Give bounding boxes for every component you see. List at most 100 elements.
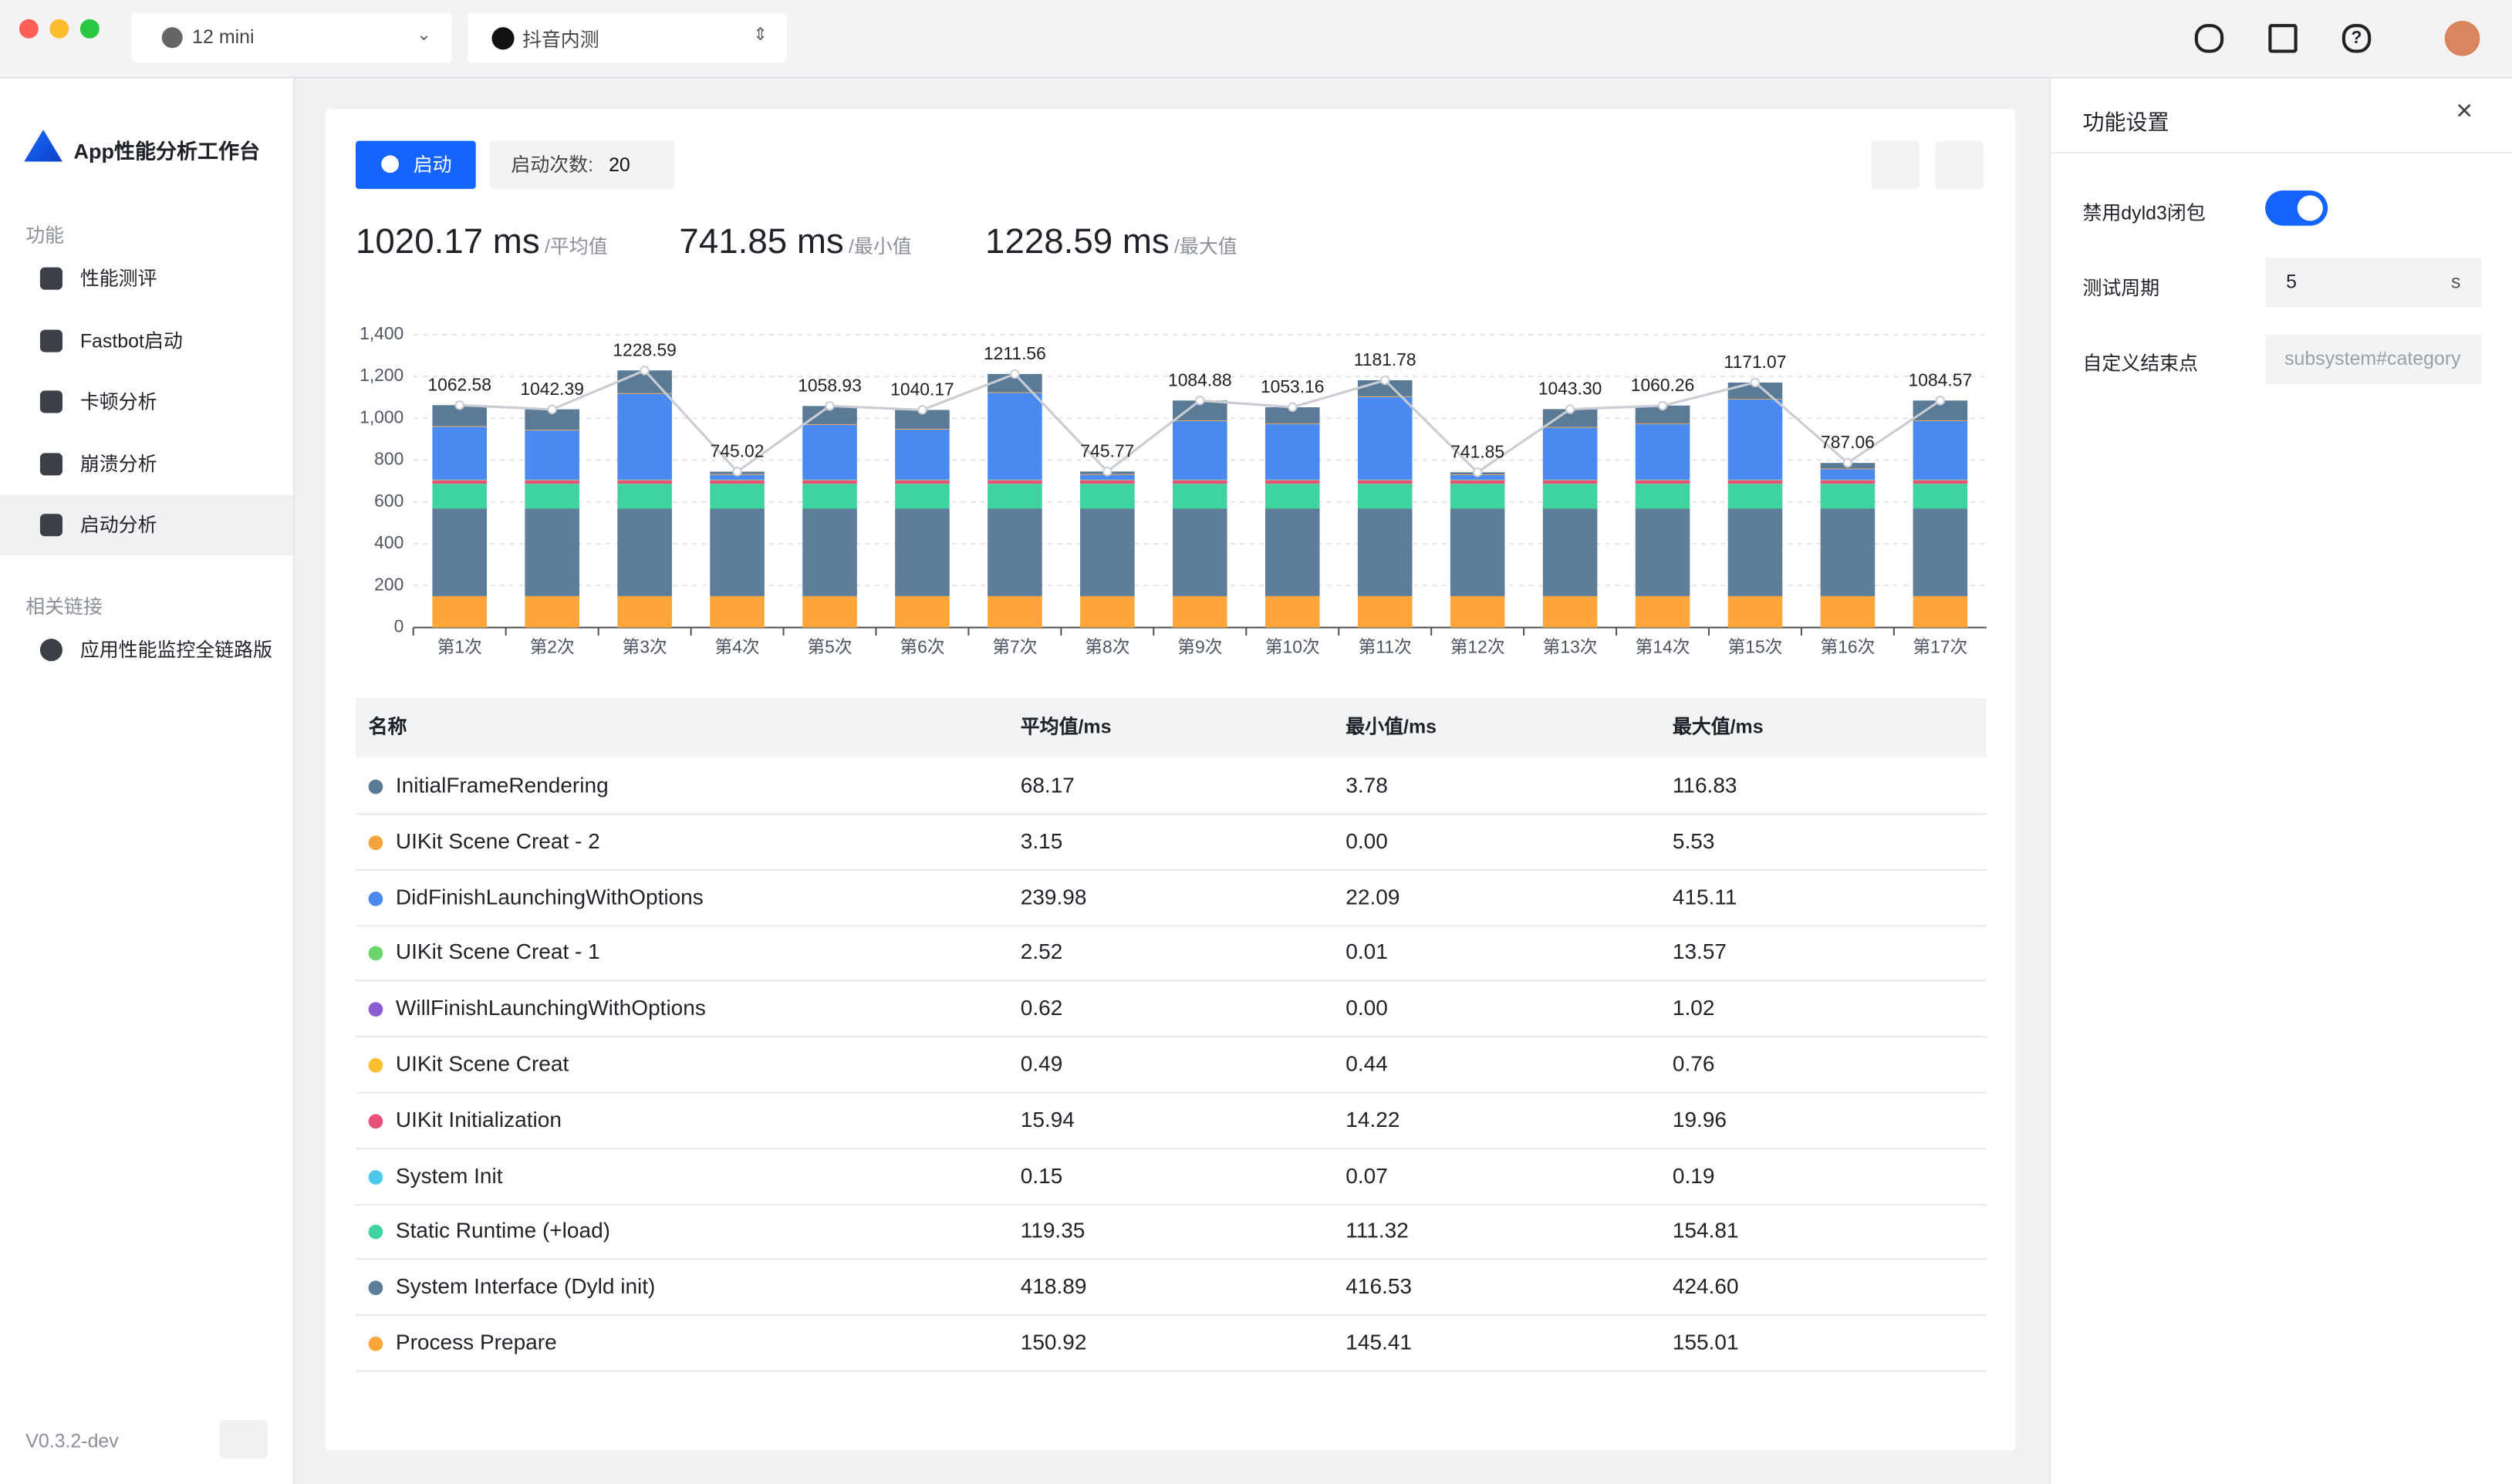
x-tick-label: 第7次	[992, 637, 1037, 657]
value-cell: 145.41	[1345, 1330, 1413, 1354]
stat: 1020.17 ms/平均值	[356, 221, 608, 262]
bar-segment	[525, 430, 579, 480]
bar-segment	[802, 595, 857, 628]
main-card: 启动 启动次数: 20 1020.17 ms/平均值 741.85 ms/最小值 12…	[325, 109, 2016, 1451]
value-cell: 239.98	[1020, 884, 1087, 909]
bar-segment	[988, 484, 1042, 509]
avatar[interactable]	[2444, 20, 2480, 56]
value-cell: 14.22	[1345, 1107, 1400, 1132]
help-icon[interactable]: ?	[2341, 24, 2372, 53]
support-icon[interactable]	[2194, 24, 2224, 53]
count-value: 20	[609, 153, 630, 177]
bar-segment	[1820, 480, 1876, 484]
bar-segment	[1913, 484, 1968, 509]
total-label: 1040.17	[890, 379, 954, 400]
value-cell: 111.32	[1345, 1219, 1409, 1243]
nav-icon	[39, 514, 62, 537]
bar-segment	[895, 428, 950, 430]
add-icon[interactable]	[2268, 24, 2298, 53]
value-cell: 5.53	[1672, 828, 1715, 853]
x-tick-label: 第10次	[1265, 637, 1320, 657]
bar-segment	[1635, 479, 1690, 481]
nav-item[interactable]: Fastbot启动	[0, 310, 293, 371]
legend-dot	[368, 779, 383, 794]
sidebar: App性能分析工作台 功能 性能测评 Fastbot启动 卡顿分析 崩溃分析 启动分析 …	[0, 78, 295, 1484]
close-dot[interactable]	[19, 19, 39, 39]
link-item[interactable]: 应用性能监控全链路版	[0, 619, 293, 680]
count-field[interactable]: 启动次数: 20	[490, 140, 675, 189]
end-input[interactable]: subsystem#category	[2265, 334, 2482, 385]
bar-segment	[1264, 595, 1320, 628]
settings-button[interactable]	[1871, 140, 1919, 189]
x-tick-label: 第1次	[437, 637, 482, 657]
value-cell: 15.94	[1020, 1107, 1075, 1132]
total-label: 1181.78	[1354, 349, 1416, 369]
nav-item[interactable]: 崩溃分析	[0, 433, 293, 494]
bar-segment	[1635, 484, 1690, 509]
x-tick-label: 第3次	[622, 637, 667, 657]
minimize-dot[interactable]	[49, 19, 69, 39]
nav-item[interactable]: 卡顿分析	[0, 372, 293, 433]
legend-dot	[368, 1002, 383, 1017]
bar-segment	[1264, 423, 1320, 480]
y-tick-label: 1,400	[360, 323, 403, 343]
section-label: 相关链接	[25, 595, 103, 619]
close-button[interactable]: ×	[2456, 94, 2473, 126]
name-cell: WillFinishLaunchingWithOptions	[395, 996, 706, 1020]
bar-segment	[1542, 479, 1598, 481]
bar-segment	[1357, 484, 1413, 509]
period-label: 测试周期	[2082, 277, 2160, 300]
value-cell: 0.00	[1345, 996, 1388, 1020]
table-row: System Interface (Dyld init) 418.89 416.53…	[355, 1260, 1987, 1317]
value-cell: 22.09	[1345, 884, 1400, 909]
bar-segment	[802, 406, 857, 424]
bar-segment	[1172, 595, 1227, 628]
bar-segment	[802, 480, 857, 484]
bar-segment	[617, 480, 672, 484]
value-cell: 0.76	[1672, 1051, 1715, 1076]
legend-dot	[368, 946, 383, 962]
nav-item[interactable]: 启动分析	[0, 494, 293, 556]
legend-dot	[368, 1225, 383, 1240]
zoom-dot[interactable]	[79, 19, 100, 39]
total-label: 1084.57	[1909, 369, 1973, 390]
start-button[interactable]: 启动	[355, 140, 476, 189]
bar-segment	[617, 484, 672, 509]
bar-segment	[1172, 508, 1227, 596]
bar-segment	[1913, 595, 1968, 628]
bar-segment	[1264, 479, 1320, 481]
bar-segment	[1264, 508, 1320, 596]
app-select[interactable]: 抖音内测 ⇕	[468, 12, 787, 62]
menu-button[interactable]	[219, 1419, 268, 1459]
value-cell: 150.92	[1020, 1330, 1087, 1354]
table-row: UIKit Initialization 15.94 14.22 19.96	[355, 1093, 1987, 1149]
x-tick-label: 第15次	[1727, 637, 1782, 657]
value-cell: 0.15	[1020, 1163, 1063, 1188]
x-tick-label: 第9次	[1177, 637, 1222, 657]
app-title: App性能分析工作台	[73, 139, 260, 164]
app-name: 抖音内测	[522, 29, 599, 52]
export-button[interactable]	[1935, 140, 1984, 189]
bar-segment	[1635, 423, 1690, 480]
x-tick-label: 第12次	[1450, 637, 1505, 657]
bar-segment	[1727, 508, 1783, 596]
toggle[interactable]	[2265, 190, 2328, 226]
x-tick-label: 第11次	[1359, 637, 1412, 657]
section-label: 功能	[25, 224, 65, 247]
stat-label: /最小值	[848, 235, 912, 258]
value-cell: 0.44	[1345, 1051, 1388, 1076]
device-select[interactable]: 12 mini ⌄	[131, 12, 452, 62]
total-label: 1060.26	[1631, 375, 1695, 395]
apple-icon	[161, 27, 183, 49]
x-tick-label: 第13次	[1543, 637, 1598, 657]
nav-icon	[39, 452, 62, 475]
bar-segment	[802, 508, 857, 596]
bar-segment	[1635, 480, 1690, 484]
legend-dot	[368, 1057, 383, 1073]
bar-segment	[988, 479, 1042, 481]
end-placeholder: subsystem#category	[2284, 347, 2461, 370]
toggle-label: 禁用dyld3闭包	[2082, 201, 2206, 224]
nav-item[interactable]: 性能测评	[0, 248, 293, 309]
total-label: 1228.59	[613, 339, 677, 359]
